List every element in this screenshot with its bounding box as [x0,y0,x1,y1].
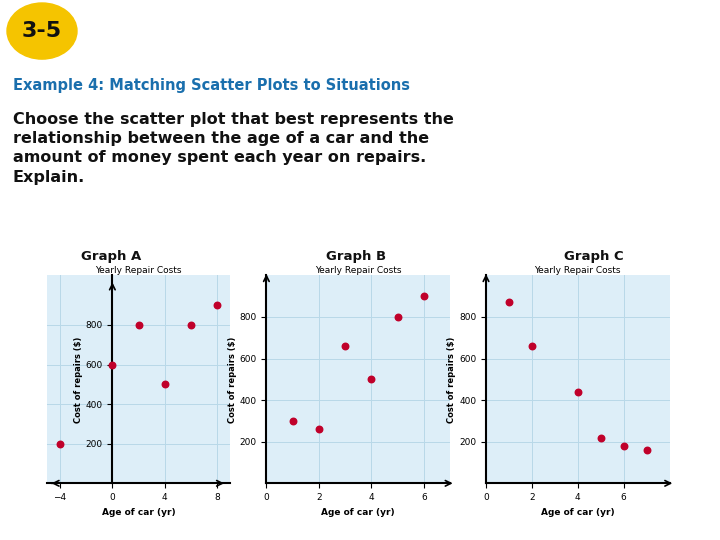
Y-axis label: Cost of repairs ($): Cost of repairs ($) [73,336,83,422]
Point [287,417,298,426]
Text: Graph C: Graph C [564,251,624,264]
Point [313,425,325,434]
Point [392,313,403,321]
Point [339,342,351,350]
Point [212,301,223,309]
Point [159,380,171,389]
X-axis label: Age of car (yr): Age of car (yr) [541,508,615,517]
Text: Example 4: Matching Scatter Plots to Situations: Example 4: Matching Scatter Plots to Sit… [13,78,410,93]
Ellipse shape [7,3,77,59]
Y-axis label: Cost of repairs ($): Cost of repairs ($) [228,336,237,422]
Point [618,442,629,450]
Text: Copyright © by Holt Mc Dougal. All Rights Reserved.: Copyright © by Holt Mc Dougal. All Right… [452,519,709,529]
Point [418,292,430,300]
Text: Holt McDougal Algebra 1: Holt McDougal Algebra 1 [11,517,176,530]
Title: Yearly Repair Costs: Yearly Repair Costs [534,266,621,275]
Point [641,446,652,454]
Text: 3-5: 3-5 [22,21,62,41]
Point [595,433,606,442]
Point [503,298,515,307]
Point [366,375,377,383]
Point [54,440,66,448]
Title: Yearly Repair Costs: Yearly Repair Costs [95,266,182,275]
Text: Choose the scatter plot that best represents the
relationship between the age of: Choose the scatter plot that best repres… [13,112,454,185]
Point [572,388,584,396]
Point [185,321,197,329]
X-axis label: Age of car (yr): Age of car (yr) [102,508,176,517]
Title: Yearly Repair Costs: Yearly Repair Costs [315,266,402,275]
Text: Scatter Plots and Trend Lines: Scatter Plots and Trend Lines [90,17,551,45]
Text: Graph A: Graph A [81,251,142,264]
Y-axis label: Cost of repairs ($): Cost of repairs ($) [447,336,456,422]
X-axis label: Age of car (yr): Age of car (yr) [321,508,395,517]
Point [526,342,538,350]
Point [107,360,118,369]
Point [132,321,144,329]
Text: Graph B: Graph B [326,251,387,264]
